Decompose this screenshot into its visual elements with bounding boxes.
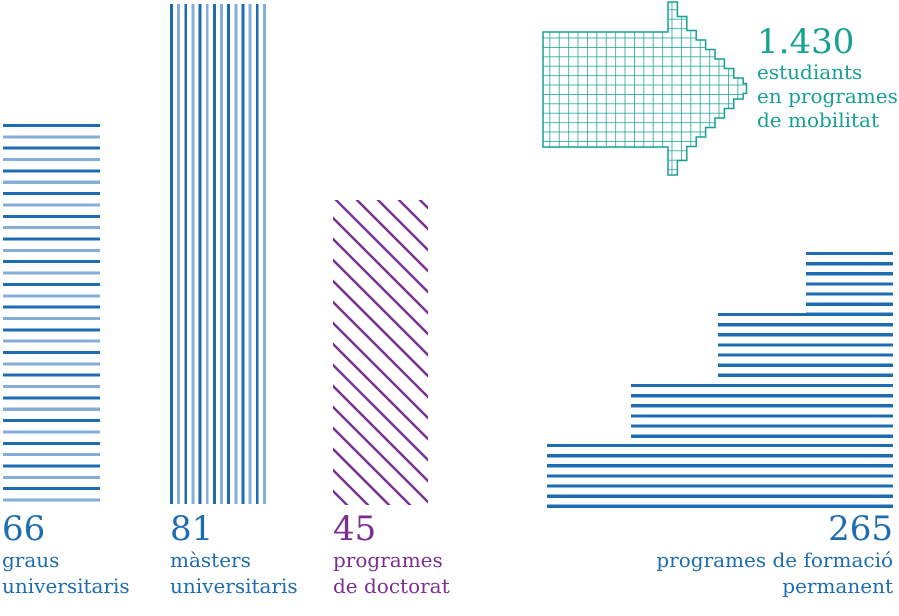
stat-number: 265 [828, 509, 893, 549]
stat-label-line: permanent [782, 574, 893, 598]
stat-label-line: programes [333, 548, 443, 572]
mobility-arrow-icon [542, 1, 748, 176]
stat-number: 81 [170, 509, 214, 549]
stat-label-line: graus [2, 548, 60, 572]
stat-mobilitat: 1.430 estudiants en programes de mobilit… [757, 24, 898, 132]
stat-label: programes de formació permanent [656, 547, 893, 599]
stat-doctorat: 45 programes de doctorat [333, 511, 450, 599]
stat-label: màsters universitaris [170, 547, 298, 599]
graus-bar-pictogram [3, 124, 100, 504]
stat-label-line: universitaris [170, 574, 298, 598]
formacio-steps-tier-1 [806, 252, 893, 313]
stat-label: programes de doctorat [333, 547, 450, 599]
stat-label-line: de doctorat [333, 574, 450, 598]
stat-label-line: universitaris [2, 574, 130, 598]
doctorat-bar-pictogram [333, 200, 428, 505]
masters-bar-pictogram [170, 4, 270, 504]
stat-label: graus universitaris [2, 547, 130, 599]
stat-label-line: de mobilitat [757, 108, 879, 132]
formacio-steps-tier-3 [631, 384, 893, 445]
stat-graus: 66 graus universitaris [2, 511, 130, 599]
stat-label-line: estudiants [757, 60, 863, 84]
stat-masters: 81 màsters universitaris [170, 511, 298, 599]
stat-label-line: en programes [757, 84, 898, 108]
formacio-steps-tier-2 [718, 313, 893, 384]
stat-number: 45 [333, 509, 377, 549]
stat-label-line: màsters [170, 548, 251, 572]
stat-number: 66 [2, 509, 46, 549]
stat-label: estudiants en programes de mobilitat [757, 60, 898, 132]
stat-number: 1.430 [757, 22, 855, 62]
stat-label-line: programes de formació [656, 548, 893, 572]
formacio-steps-tier-4 [547, 444, 893, 515]
stat-formacio: 265 programes de formació permanent [656, 511, 893, 599]
